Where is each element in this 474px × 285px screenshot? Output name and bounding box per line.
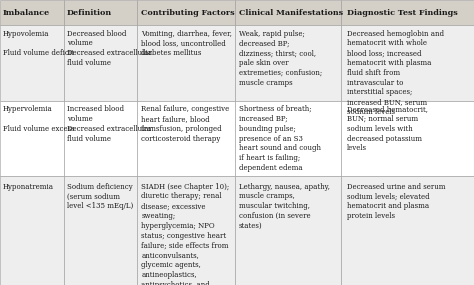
Bar [0, 101, 64, 176]
Text: SIADH (see Chapter 10);
diuretic therapy; renal
disease; excessive
sweating;
hyp: SIADH (see Chapter 10); diuretic therapy… [141, 183, 229, 285]
Bar [137, 101, 235, 176]
Text: Lethargy, nausea, apathy,
muscle cramps,
muscular twitching,
confusion (in sever: Lethargy, nausea, apathy, muscle cramps,… [239, 183, 330, 230]
Text: Weak, rapid pulse;
decreased BP;
dizziness; thirst; cool,
pale skin over
extreme: Weak, rapid pulse; decreased BP; dizzine… [239, 30, 322, 87]
Bar [137, 25, 235, 101]
Text: Hypervolemia

Fluid volume excess: Hypervolemia Fluid volume excess [2, 105, 74, 133]
Text: Hypovolemia

Fluid volume deficit: Hypovolemia Fluid volume deficit [2, 30, 73, 57]
Bar [137, 0, 235, 25]
Bar [235, 101, 341, 176]
Bar [341, 25, 474, 101]
Text: Diagnostic Test Findings: Diagnostic Test Findings [346, 9, 457, 17]
Text: Sodium deficiency
(serum sodium
level <135 mEq/L): Sodium deficiency (serum sodium level <1… [67, 183, 133, 210]
Bar [341, 176, 474, 285]
Text: Decreased blood
volume
Decreased extracellular
fluid volume: Decreased blood volume Decreased extrace… [67, 30, 152, 67]
Bar [341, 101, 474, 176]
Text: Clinical Manifestations: Clinical Manifestations [239, 9, 343, 17]
Bar [137, 176, 235, 285]
Bar [0, 25, 64, 101]
Text: Imbalance: Imbalance [2, 9, 50, 17]
Text: Decreased hematocrit,
BUN; normal serum
sodium levels with
decreased potassium
l: Decreased hematocrit, BUN; normal serum … [346, 105, 428, 152]
Text: Definition: Definition [67, 9, 112, 17]
Text: Renal failure, congestive
heart failure, blood
transfusion, prolonged
corticoste: Renal failure, congestive heart failure,… [141, 105, 229, 142]
Bar [0, 176, 64, 285]
Bar [64, 0, 137, 25]
Text: Decreased hemoglobin and
hematocrit with whole
blood loss; increased
hematocrit : Decreased hemoglobin and hematocrit with… [346, 30, 444, 116]
Text: Shortness of breath;
increased BP;
bounding pulse;
presence of an S3
heart sound: Shortness of breath; increased BP; bound… [239, 105, 321, 172]
Bar [235, 176, 341, 285]
Text: Increased blood
volume
Decreased extracellular
fluid volume: Increased blood volume Decreased extrace… [67, 105, 152, 142]
Text: Contributing Factors: Contributing Factors [141, 9, 235, 17]
Bar [64, 101, 137, 176]
Bar [64, 25, 137, 101]
Text: Vomiting, diarrhea, fever,
blood loss, uncontrolled
diabetes mellitus: Vomiting, diarrhea, fever, blood loss, u… [141, 30, 232, 57]
Text: Decreased urine and serum
sodium levels; elevated
hematocrit and plasma
protein : Decreased urine and serum sodium levels;… [346, 183, 445, 220]
Bar [235, 0, 341, 25]
Bar [341, 0, 474, 25]
Text: Hyponatremia: Hyponatremia [2, 183, 54, 191]
Bar [235, 25, 341, 101]
Bar [64, 176, 137, 285]
Bar [0, 0, 64, 25]
